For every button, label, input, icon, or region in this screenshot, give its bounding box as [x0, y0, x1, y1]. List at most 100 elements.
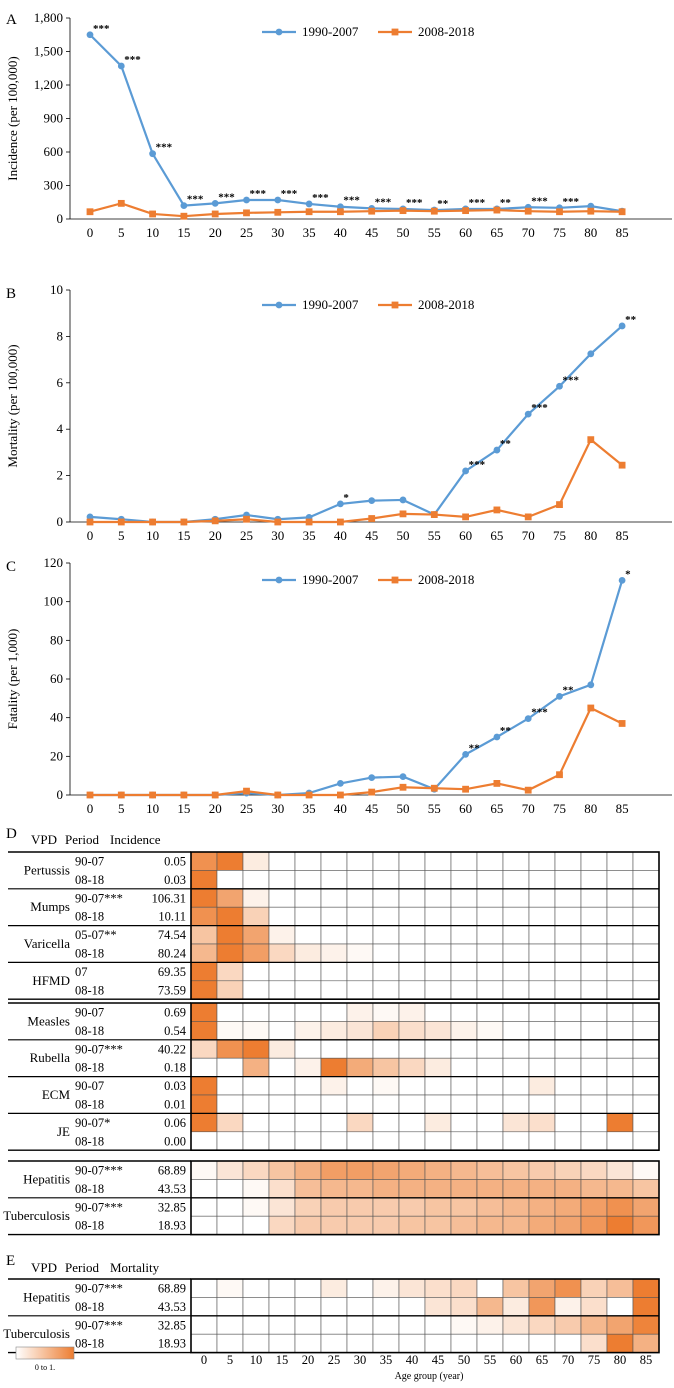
heatmap-cell	[242, 1094, 270, 1114]
series-line-1990-2007	[90, 580, 624, 797]
heatmap-cell	[528, 851, 556, 871]
x-tick-label: 0	[87, 225, 94, 240]
significance-label: ***	[187, 194, 204, 206]
heatmap-cell	[190, 1278, 218, 1298]
heatmap-cell	[268, 962, 296, 982]
heatmap-cell	[502, 1076, 530, 1096]
heatmap-cell	[320, 851, 348, 871]
heatmap-cell	[528, 1297, 556, 1317]
x-tick-label: 85	[616, 225, 629, 240]
heatmap-cell	[320, 925, 348, 945]
heatmap-cell	[450, 1021, 478, 1041]
column-header: Period	[65, 832, 99, 847]
column-header: Mortality	[110, 1260, 160, 1275]
heatmap-cell	[424, 1094, 452, 1114]
x-tick-label: 70	[522, 801, 535, 816]
legend-label: 1990-2007	[302, 24, 359, 39]
heatmap-cell	[346, 1039, 374, 1059]
vpd-label: Rubella	[30, 1050, 71, 1065]
data-point	[399, 496, 407, 504]
data-point	[618, 720, 626, 727]
x-tick-label: 75	[553, 801, 566, 816]
heatmap-cell	[320, 1215, 348, 1235]
x-tick-label: 75	[553, 528, 566, 543]
heatmap-cell	[242, 1076, 270, 1096]
value-label: 18.93	[158, 1337, 186, 1351]
heatmap-cell	[502, 1002, 530, 1022]
y-tick-label: 300	[44, 178, 64, 193]
x-tick-label: 35	[303, 528, 316, 543]
heatmap-cell	[294, 925, 322, 945]
heatmap-cell	[320, 888, 348, 908]
data-point	[368, 515, 376, 522]
heatmap-cell	[528, 870, 556, 890]
data-point	[462, 467, 469, 475]
heatmap-cell	[528, 1179, 556, 1199]
heatmap-cell	[424, 1179, 452, 1199]
data-point	[117, 199, 125, 207]
heatmap-cell	[632, 1094, 660, 1114]
data-point	[368, 497, 376, 505]
significance-label: ***	[531, 707, 548, 719]
heatmap-cell	[242, 1197, 270, 1217]
heatmap-cell	[372, 1094, 400, 1114]
heatmap-cell	[450, 980, 478, 1000]
value-label: 0.01	[164, 1098, 186, 1112]
vpd-label: JE	[57, 1124, 70, 1139]
heatmap-cell	[398, 906, 426, 926]
heatmap-cell	[346, 1215, 374, 1235]
y-tick-label: 4	[57, 421, 64, 436]
x-tick-label: 40	[334, 528, 347, 543]
heatmap-cell	[580, 1076, 608, 1096]
heatmap-cell	[450, 1057, 478, 1077]
x-tick-label: 0	[201, 1353, 207, 1367]
heatmap-cell	[242, 851, 270, 871]
heatmap-cell	[580, 1094, 608, 1114]
series-line-2008-2018	[90, 437, 623, 524]
heatmap-cell	[606, 1215, 634, 1235]
data-point	[556, 501, 563, 508]
heatmap-cell	[528, 1197, 556, 1217]
x-tick-label: 15	[177, 225, 190, 240]
data-point	[243, 515, 250, 523]
heatmap-cell	[372, 888, 400, 908]
heatmap-cell	[606, 1002, 634, 1022]
data-point	[180, 212, 188, 220]
heatmap-cell	[190, 1215, 218, 1235]
y-tick-label: 60	[50, 671, 63, 686]
heatmap-cell	[450, 1094, 478, 1114]
heatmap-cell	[216, 1002, 244, 1022]
legend-bar	[15, 1346, 75, 1360]
heatmap-cell	[372, 870, 400, 890]
heatmap-cell	[554, 906, 582, 926]
heatmap-cell	[346, 1002, 374, 1022]
heatmap-cell	[398, 1197, 426, 1217]
heatmap-cell	[372, 1333, 400, 1353]
heatmap-cell	[606, 1160, 634, 1180]
heatmap-cell	[320, 1057, 348, 1077]
series-line-1990-2007	[89, 325, 623, 524]
x-tick-label: 25	[240, 801, 253, 816]
significance-label: *	[625, 568, 631, 580]
heatmap-cell	[294, 980, 322, 1000]
series-line-1990-2007	[89, 33, 623, 213]
value-label: 32.85	[158, 1318, 186, 1332]
period-label: 08-18	[75, 1061, 104, 1075]
x-tick-label: 55	[428, 801, 441, 816]
heatmap-cell	[190, 1297, 218, 1317]
heatmap-cell	[580, 943, 608, 963]
panel-b-mortality-chart: B 0 2 4 6 8 10 0 5 10 15 20 25 30 35 40 45 50 55 60 65 70 75 80…	[5, 282, 672, 543]
heatmap-cell	[190, 1315, 218, 1335]
heatmap-cell	[216, 1113, 244, 1133]
heatmap-cell	[190, 1094, 218, 1114]
heatmap-cell	[476, 1160, 504, 1180]
period-label: 08-18	[75, 873, 104, 887]
heatmap-cell	[606, 1197, 634, 1217]
heatmap-cell	[294, 1333, 322, 1353]
heatmap-cell	[450, 1113, 478, 1133]
heatmap-cell	[554, 851, 582, 871]
x-tick-label: 75	[588, 1353, 601, 1367]
data-point	[556, 382, 563, 390]
heatmap-cell	[424, 1215, 452, 1235]
heatmap-cell	[450, 1179, 478, 1199]
